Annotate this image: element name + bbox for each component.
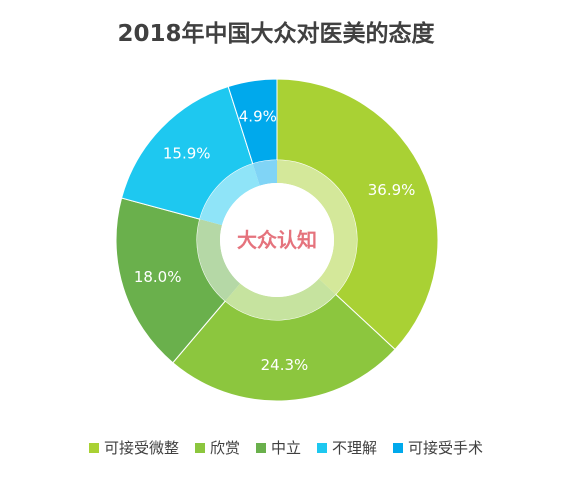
legend-item-5: 可接受手术: [393, 437, 483, 458]
inner-ring-1: [277, 160, 357, 295]
legend-label-1: 可接受微整: [103, 439, 179, 457]
center-hole: [220, 183, 334, 297]
legend-item-2: 欣赏: [194, 437, 240, 458]
inner-ring-2: [225, 278, 336, 320]
legend-label-3: 中立: [270, 439, 301, 457]
center-label: 大众认知: [237, 228, 317, 252]
slice-label-5: 4.9%: [239, 107, 277, 125]
chart-title: 2018年中国大众对医美的态度: [117, 21, 435, 47]
legend-item-4: 不理解: [317, 437, 377, 458]
legend-swatch-2: [194, 442, 205, 453]
legend-swatch-5: [393, 442, 404, 453]
legend-item-3: 中立: [255, 437, 301, 458]
slice-label-4: 15.9%: [163, 145, 211, 163]
legend: 可接受微整 欣赏 中立 不理解 可接受手术: [0, 437, 572, 458]
legend-label-5: 可接受手术: [408, 439, 484, 457]
legend-swatch-1: [88, 442, 99, 453]
legend-label-2: 欣赏: [209, 439, 240, 457]
inner-ring-4: [199, 163, 260, 226]
inner-ring-5: [252, 160, 277, 186]
legend-swatch-3: [255, 442, 266, 453]
inner-ring-3: [197, 219, 241, 301]
legend-item-1: 可接受微整: [88, 437, 179, 458]
slice-label-1: 36.9%: [368, 181, 416, 199]
slice-label-2: 24.3%: [261, 356, 309, 374]
slice-label-3: 18.0%: [134, 268, 182, 286]
legend-swatch-4: [317, 442, 327, 453]
legend-label-4: 不理解: [332, 439, 378, 457]
